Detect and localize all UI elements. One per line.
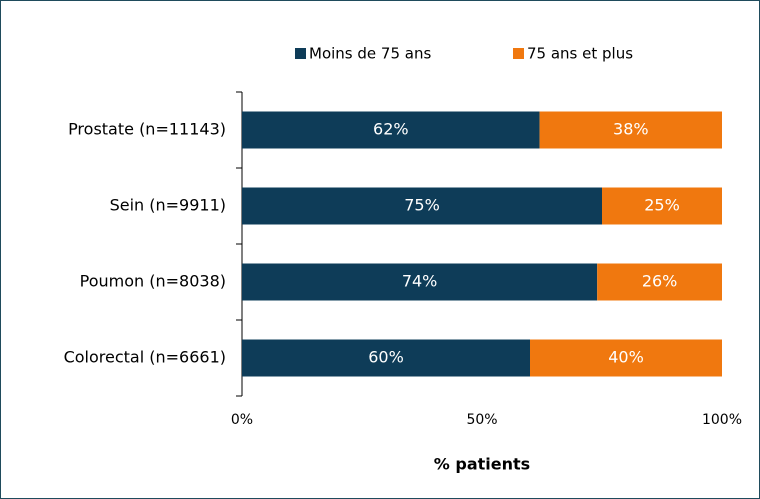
legend-swatch (513, 48, 524, 59)
legend-label: Moins de 75 ans (309, 45, 431, 63)
data-label: 26% (642, 272, 678, 291)
bar-segment (242, 187, 602, 225)
y-tick-label: Sein (n=9911) (110, 196, 226, 215)
bar-segment (539, 111, 722, 149)
bar-segment (602, 187, 722, 225)
data-label: 40% (608, 348, 644, 367)
bar-segment (530, 339, 722, 377)
x-axis-label: % patients (434, 455, 530, 474)
data-label: 38% (613, 120, 649, 139)
data-label: 74% (402, 272, 438, 291)
bar-segment (242, 111, 540, 149)
bar-segment (242, 263, 598, 301)
data-label: 75% (404, 196, 440, 215)
data-label: 60% (368, 348, 404, 367)
data-label: 25% (644, 196, 680, 215)
bar-segment (597, 263, 722, 301)
legend-swatch (295, 48, 306, 59)
data-label: 62% (373, 120, 409, 139)
bar-segment (242, 339, 530, 377)
x-tick-label: 100% (702, 412, 742, 428)
legend-label: 75 ans et plus (527, 45, 633, 63)
y-tick-label: Colorectal (n=6661) (64, 348, 226, 367)
y-tick-label: Prostate (n=11143) (68, 120, 226, 139)
x-tick-label: 50% (466, 412, 497, 428)
x-tick-label: 0% (231, 412, 253, 428)
y-tick-label: Poumon (n=8038) (80, 272, 226, 291)
